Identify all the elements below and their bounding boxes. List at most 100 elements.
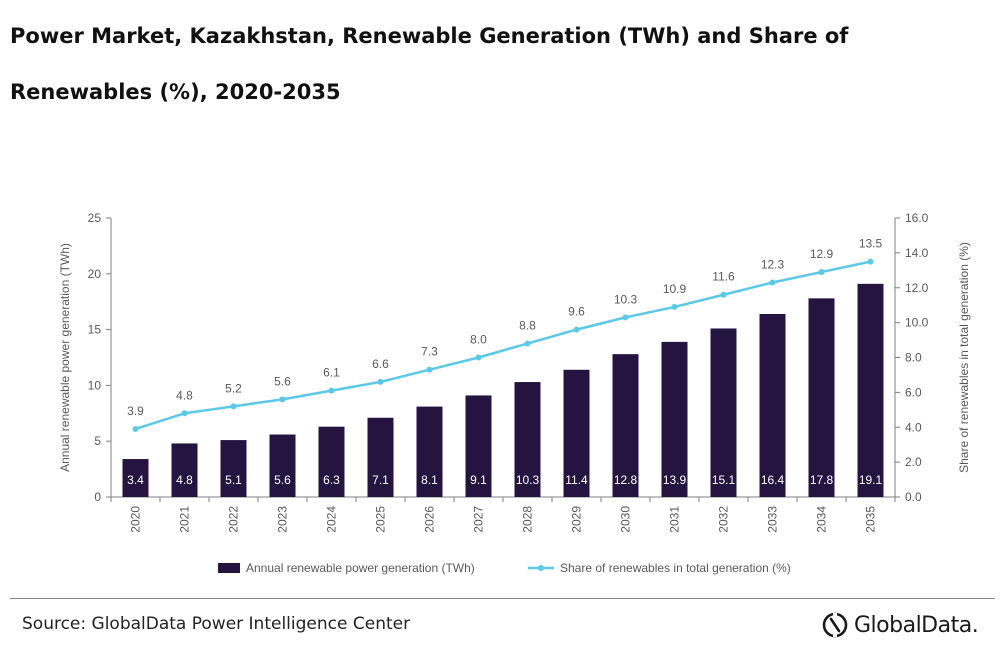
- share-point: [867, 258, 874, 265]
- bar: [710, 328, 737, 497]
- globaldata-logo-icon: [822, 612, 848, 638]
- bar-value-label: 9.1: [470, 473, 487, 487]
- left-tick-label: 20: [88, 267, 102, 281]
- left-tick-label: 15: [88, 323, 102, 337]
- share-value-label: 7.3: [421, 345, 438, 359]
- bar: [269, 434, 296, 497]
- x-tick-label: 2031: [668, 506, 682, 533]
- bar-value-label: 5.1: [225, 473, 242, 487]
- bar: [857, 283, 884, 497]
- right-tick-label: 2.0: [905, 455, 922, 469]
- share-value-label: 8.0: [470, 333, 487, 347]
- share-point: [622, 314, 629, 321]
- right-tick-label: 16.0: [905, 211, 929, 225]
- share-value-label: 11.6: [712, 270, 735, 284]
- bar: [416, 406, 443, 497]
- x-tick-label: 2035: [864, 506, 878, 533]
- bar: [171, 443, 198, 497]
- share-value-label: 10.3: [614, 292, 638, 306]
- share-point: [132, 425, 139, 432]
- right-tick-label: 4.0: [905, 420, 922, 434]
- share-line: [135, 260, 871, 431]
- bar: [808, 298, 835, 497]
- share-point: [475, 354, 482, 361]
- left-axis-title: Annual renewable power generation (TWh): [58, 243, 72, 472]
- share-value-label: 4.8: [176, 388, 193, 402]
- x-tick-label: 2027: [472, 506, 486, 533]
- bar-value-label: 16.4: [761, 473, 785, 487]
- left-tick-label: 10: [88, 378, 102, 392]
- bar-value-label: 10.3: [516, 473, 540, 487]
- bar-value-label: 11.4: [565, 473, 588, 487]
- footer-divider: [10, 598, 995, 599]
- right-tick-label: 8.0: [905, 351, 922, 365]
- share-point: [671, 303, 678, 310]
- globaldata-logo-text: GlobalData.: [854, 612, 979, 638]
- bar: [220, 440, 247, 497]
- bar: [612, 354, 639, 497]
- left-tick-label: 25: [88, 211, 102, 225]
- share-point: [426, 366, 433, 373]
- x-tick-label: 2033: [766, 506, 780, 533]
- x-tick-label: 2028: [521, 506, 535, 533]
- share-value-label: 3.9: [127, 404, 144, 418]
- right-tick-label: 14.0: [905, 246, 929, 260]
- right-tick-label: 10.0: [905, 316, 929, 330]
- share-value-label: 12.3: [761, 258, 785, 272]
- bar-value-label: 15.1: [712, 473, 736, 487]
- right-axis-title: Share of renewables in total generation …: [957, 242, 971, 473]
- share-point: [573, 326, 580, 333]
- left-tick-label: 0: [94, 490, 101, 504]
- bar-value-label: 4.8: [176, 473, 193, 487]
- bar-value-label: 6.3: [323, 473, 340, 487]
- bar: [661, 341, 688, 497]
- share-value-label: 10.9: [663, 282, 687, 296]
- bar-value-label: 7.1: [372, 473, 389, 487]
- share-value-label: 5.2: [225, 381, 242, 395]
- bar-value-label: 5.6: [274, 473, 291, 487]
- x-tick-label: 2021: [178, 506, 192, 533]
- x-tick-label: 2023: [276, 506, 290, 533]
- x-tick-label: 2024: [325, 506, 339, 533]
- x-tick-label: 2034: [815, 506, 829, 533]
- legend-line-marker: [538, 565, 544, 571]
- bar: [563, 369, 590, 497]
- share-point: [328, 387, 335, 394]
- share-point: [377, 378, 384, 385]
- bar: [759, 313, 786, 497]
- share-point: [524, 340, 531, 347]
- globaldata-logo: GlobalData.: [820, 607, 979, 643]
- share-point: [818, 269, 825, 276]
- right-tick-label: 6.0: [905, 385, 922, 399]
- bar-value-label: 3.4: [127, 473, 144, 487]
- left-tick-label: 5: [94, 434, 101, 448]
- share-point: [769, 279, 776, 286]
- bar-value-label: 17.8: [810, 473, 834, 487]
- x-tick-label: 2032: [717, 506, 731, 533]
- x-tick-label: 2026: [423, 506, 437, 533]
- right-tick-label: 0.0: [905, 490, 922, 504]
- bar-value-label: 8.1: [421, 473, 438, 487]
- legend-line-label: Share of renewables in total generation …: [560, 561, 791, 575]
- source-note: Source: GlobalData Power Intelligence Ce…: [22, 614, 411, 634]
- x-tick-label: 2029: [570, 506, 584, 533]
- bar: [122, 459, 149, 497]
- share-point: [720, 291, 727, 298]
- share-value-label: 8.8: [519, 319, 536, 333]
- bar: [367, 417, 394, 497]
- share-value-label: 6.1: [323, 366, 340, 380]
- share-point: [181, 410, 188, 417]
- legend-bar-swatch: [218, 563, 240, 573]
- share-point: [279, 396, 286, 403]
- share-value-label: 13.5: [859, 237, 883, 251]
- bar: [318, 426, 345, 497]
- combo-chart: 05101520250.02.04.06.08.010.012.014.016.…: [58, 211, 971, 575]
- right-tick-label: 12.0: [905, 281, 929, 295]
- share-value-label: 12.9: [810, 247, 834, 261]
- bar-value-label: 19.1: [859, 473, 883, 487]
- x-tick-label: 2025: [374, 506, 388, 533]
- legend-bar-label: Annual renewable power generation (TWh): [246, 561, 475, 575]
- x-tick-label: 2020: [129, 506, 143, 533]
- x-tick-label: 2022: [227, 506, 241, 533]
- bar-value-label: 13.9: [663, 473, 687, 487]
